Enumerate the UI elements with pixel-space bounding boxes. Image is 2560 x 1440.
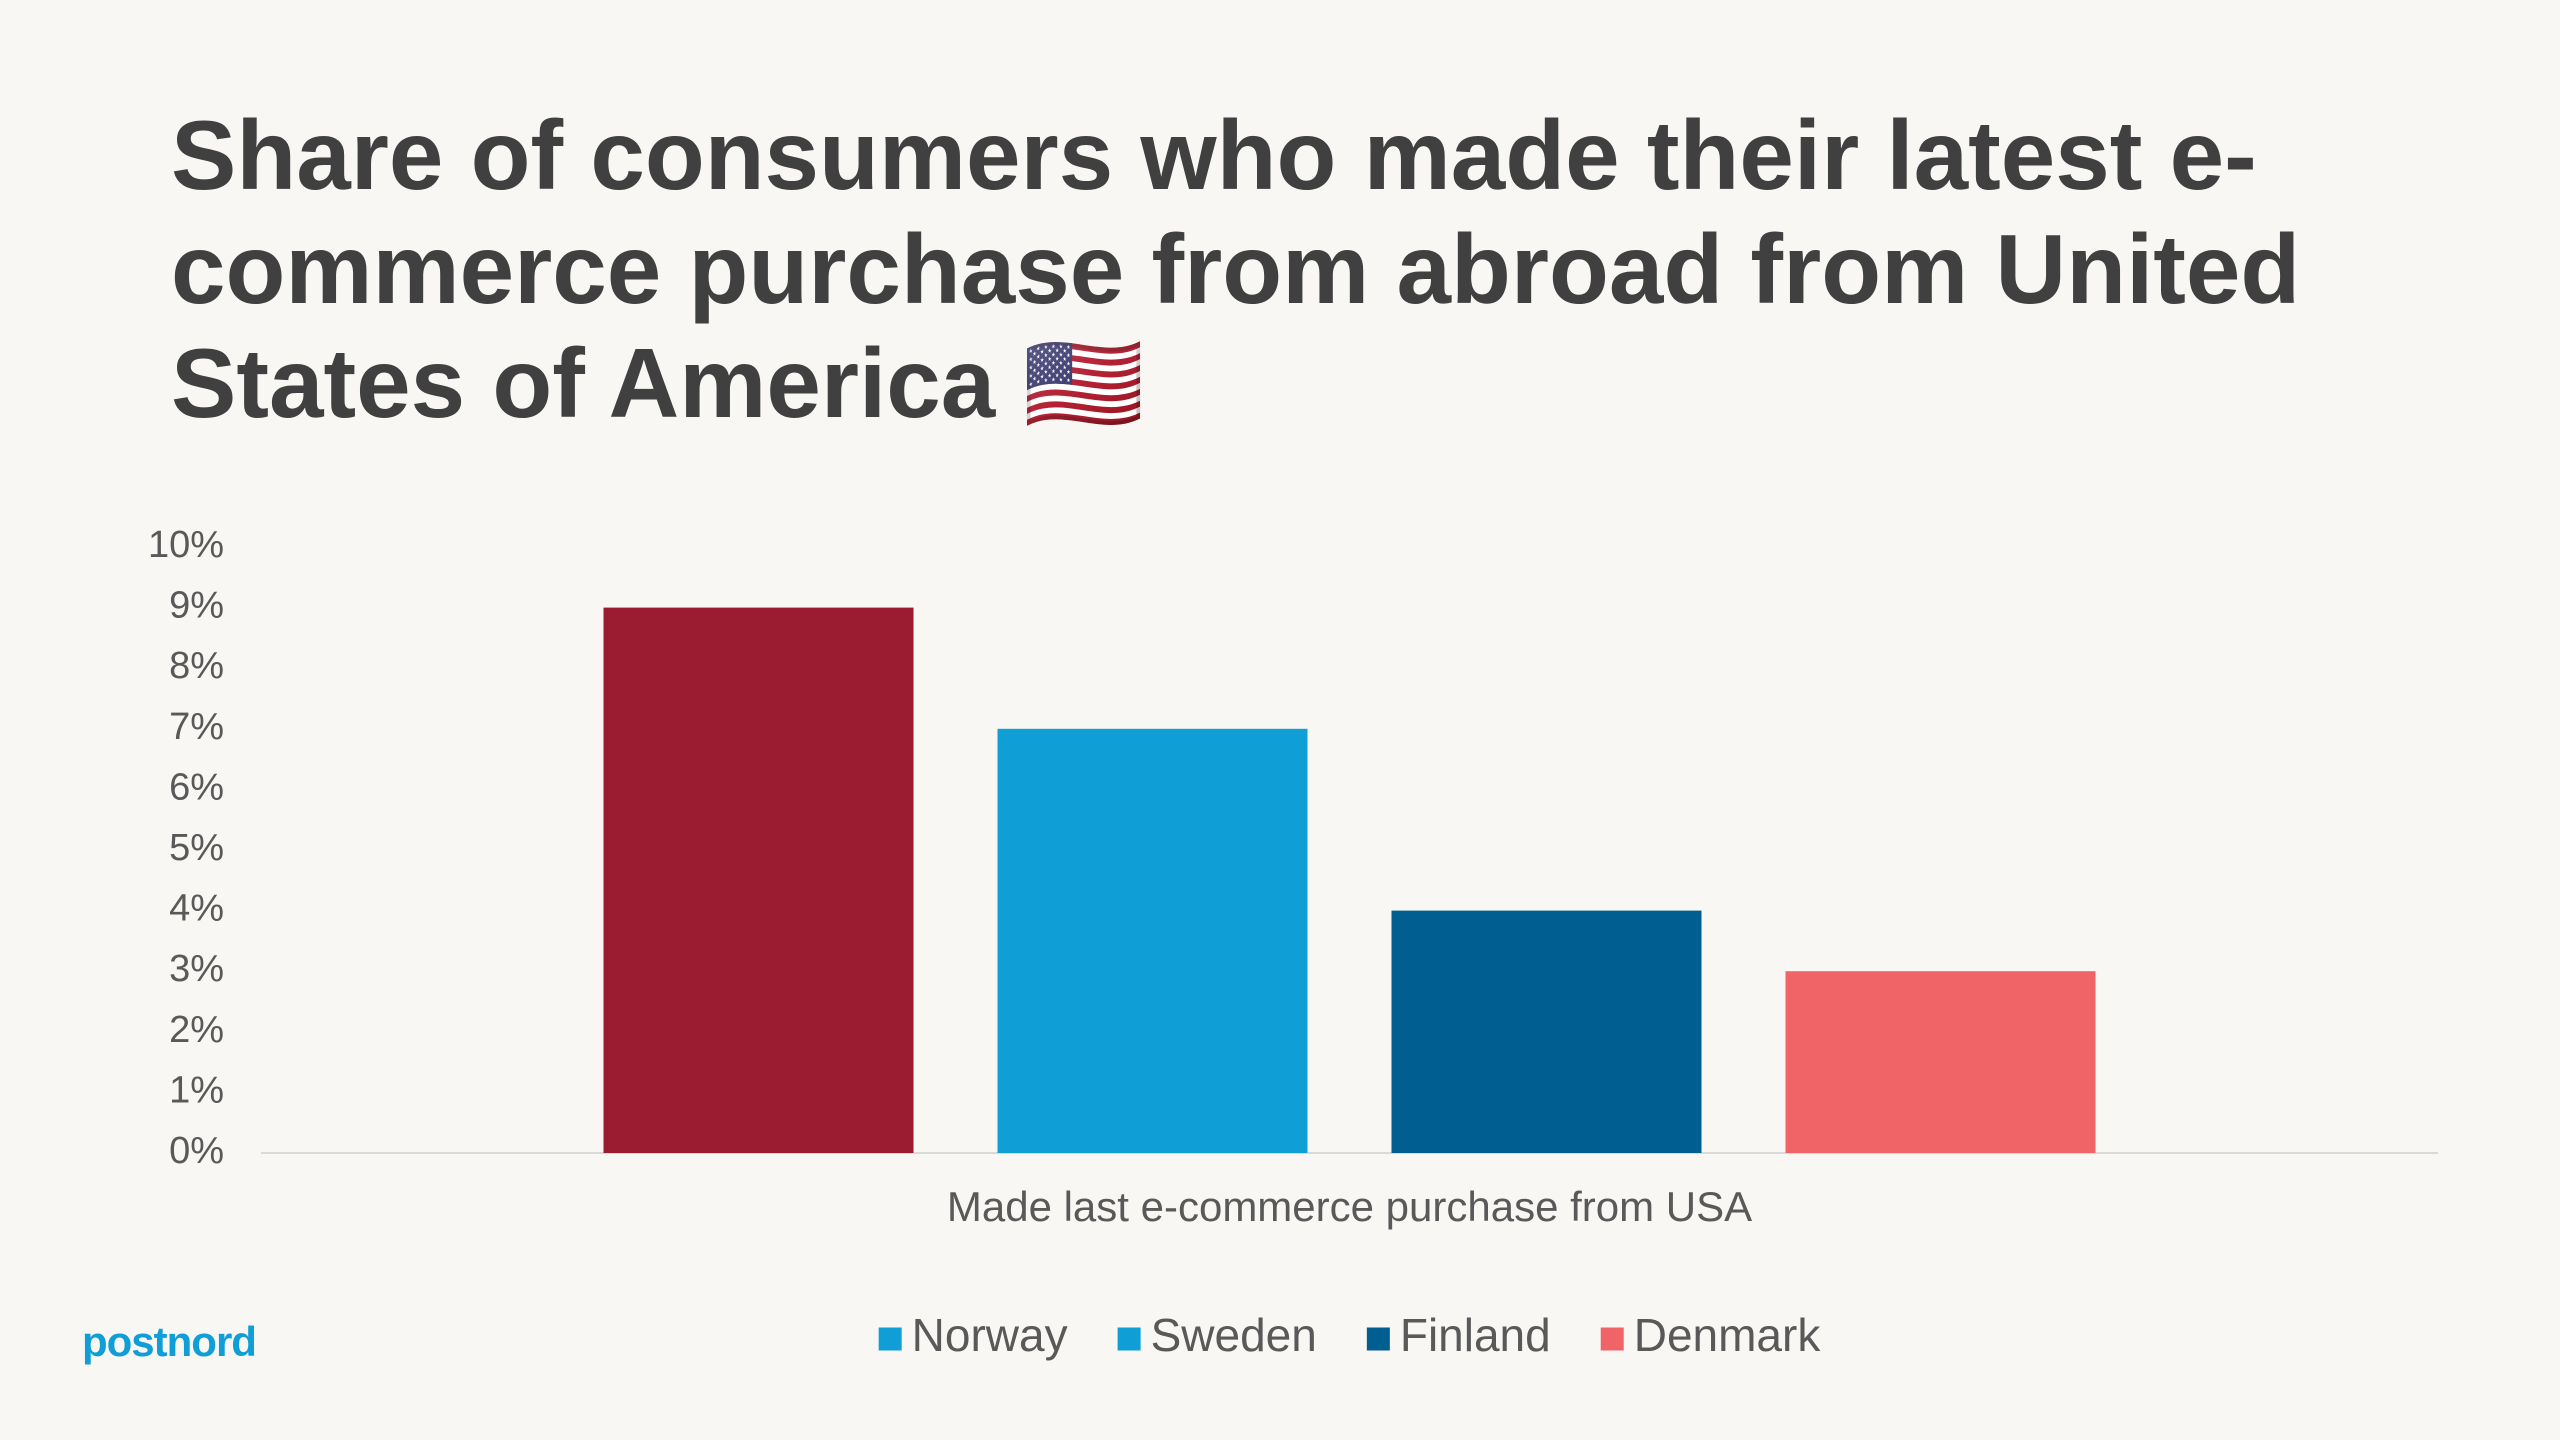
y-tick-label: 3% xyxy=(169,948,224,990)
y-tick-label: 2% xyxy=(169,1009,224,1051)
bar xyxy=(1785,971,2096,1153)
x-tick-label: Made last e-commerce purchase from USA xyxy=(947,1183,1752,1230)
y-tick-label: 9% xyxy=(169,585,224,627)
chart-title: Share of consumers who made their latest… xyxy=(171,100,2301,438)
legend-swatch xyxy=(1117,1327,1141,1351)
y-tick-label: 7% xyxy=(169,706,224,748)
legend-label: Norway xyxy=(912,1309,1068,1361)
legend-swatch xyxy=(878,1327,902,1351)
y-tick-label: 4% xyxy=(169,888,224,930)
legend-label: Finland xyxy=(1400,1309,1551,1361)
legend-label: Sweden xyxy=(1151,1309,1317,1361)
y-tick-label: 1% xyxy=(169,1069,224,1111)
bar xyxy=(997,728,1308,1153)
legend-swatch xyxy=(1366,1327,1390,1351)
legend-swatch xyxy=(1600,1327,1624,1351)
logo: postnord xyxy=(82,1318,257,1365)
bar xyxy=(1391,910,1702,1153)
legend-label: Denmark xyxy=(1634,1309,1822,1361)
y-tick-label: 10% xyxy=(148,524,224,566)
y-tick-label: 5% xyxy=(169,827,224,869)
y-tick-label: 6% xyxy=(169,766,224,808)
y-tick-label: 8% xyxy=(169,645,224,687)
y-tick-label: 0% xyxy=(169,1130,224,1172)
bar xyxy=(603,607,914,1153)
